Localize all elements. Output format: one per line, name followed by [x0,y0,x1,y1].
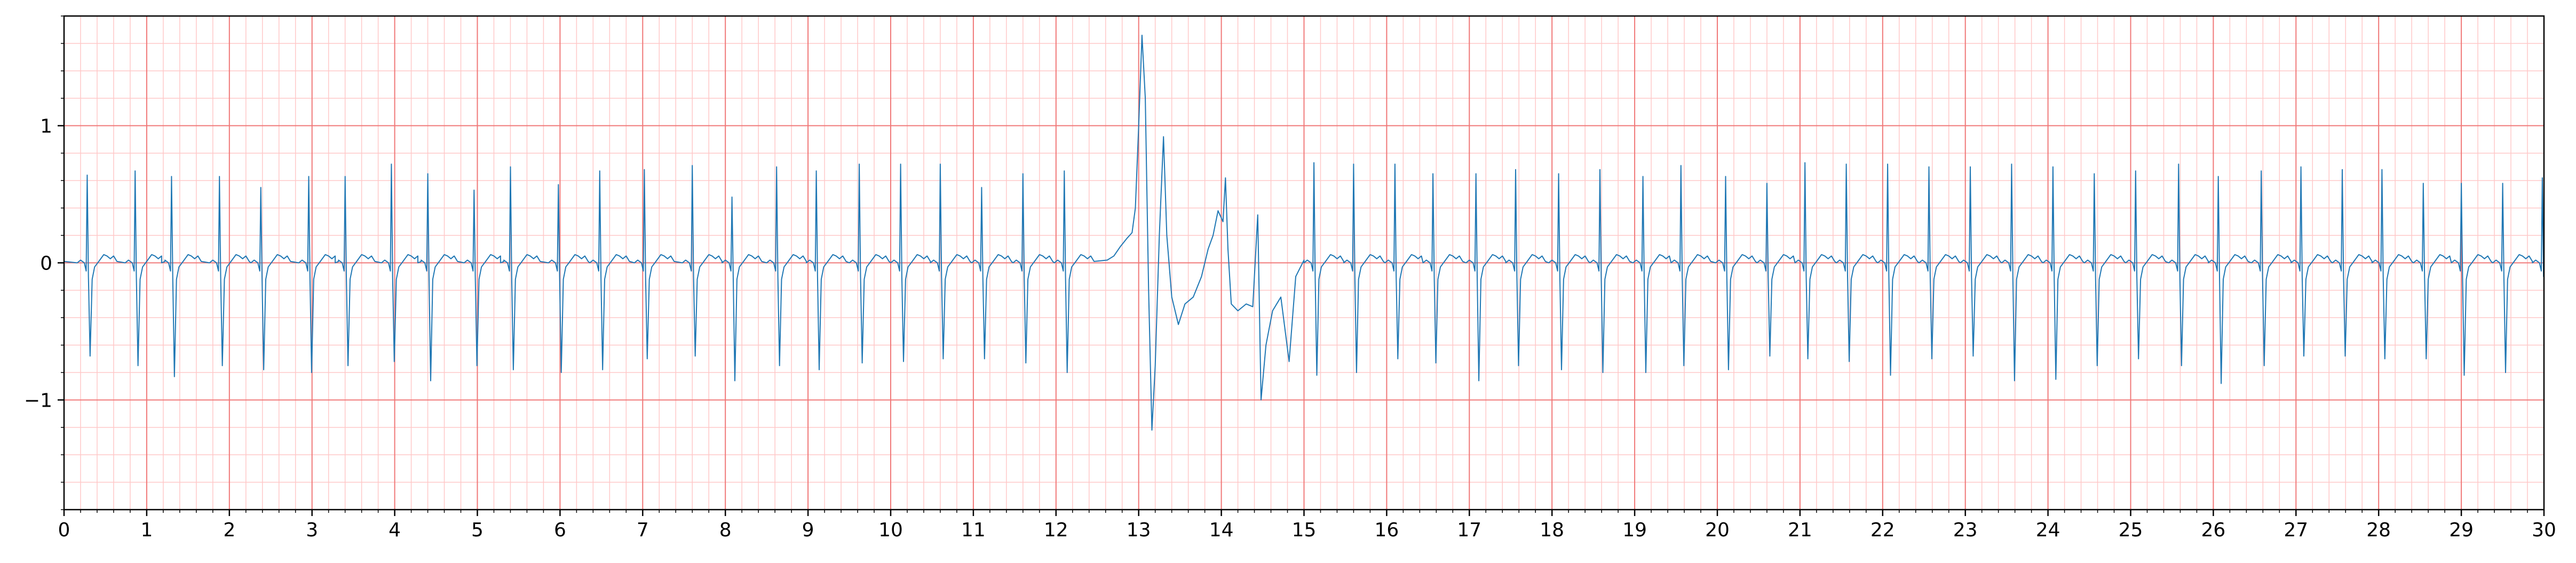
x-tick-label: 12 [1044,519,1068,541]
x-tick-label: 4 [389,519,401,541]
x-tick-label: 9 [802,519,814,541]
y-axis-ticks: −1 0 1 [24,15,64,510]
x-tick-label: 10 [878,519,903,541]
ecg-trace-layer [64,35,2545,431]
x-tick-label: 25 [2119,519,2143,541]
y-tick-label: −1 [24,390,52,411]
y-tick-label: 0 [40,253,52,275]
x-tick-label: 22 [1870,519,1895,541]
x-axis-ticks: 0 1 2 3 4 5 6 7 8 9 10 11 12 13 14 15 16 17 18 19 20 21 22 23 24… [58,510,2556,541]
x-tick-label: 18 [1540,519,1564,541]
ecg-trace-line [64,35,2545,431]
x-tick-label: 6 [554,519,566,541]
x-tick-label: 20 [1705,519,1730,541]
x-tick-label: 2 [223,519,235,541]
x-tick-label: 24 [2036,519,2060,541]
x-tick-label: 21 [1788,519,1812,541]
x-tick-label: 5 [471,519,484,541]
x-tick-label: 16 [1374,519,1399,541]
x-tick-label: 8 [719,519,732,541]
x-tick-label: 28 [2366,519,2391,541]
x-tick-label: 30 [2532,519,2556,541]
x-tick-label: 26 [2201,519,2225,541]
x-tick-label: 13 [1127,519,1151,541]
x-tick-label: 11 [961,519,986,541]
x-tick-label: 15 [1292,519,1317,541]
x-tick-label: 14 [1209,519,1234,541]
x-tick-label: 23 [1953,519,1978,541]
x-tick-label: 27 [2284,519,2308,541]
x-tick-label: 17 [1457,519,1481,541]
x-tick-label: 19 [1622,519,1647,541]
x-tick-label: 29 [2449,519,2474,541]
x-tick-label: 7 [637,519,649,541]
y-tick-label: 1 [40,116,52,138]
x-tick-label: 1 [140,519,153,541]
x-tick-label: 0 [58,519,70,541]
x-tick-label: 3 [306,519,318,541]
